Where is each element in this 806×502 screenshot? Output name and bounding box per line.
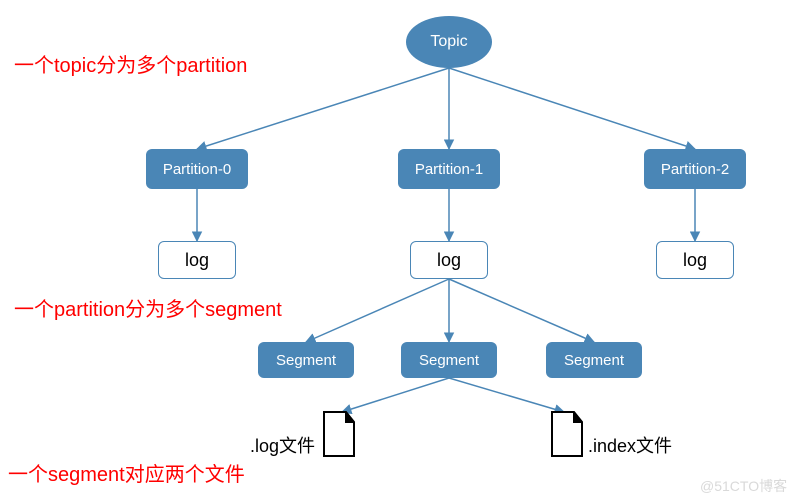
node-segment-2-label: Segment bbox=[564, 352, 624, 369]
node-topic-label: Topic bbox=[430, 33, 467, 51]
file-log-label: .log文件 bbox=[250, 432, 315, 458]
file-index-label: .index文件 bbox=[588, 432, 672, 458]
node-segment-1: Segment bbox=[401, 342, 497, 378]
node-partition-2-label: Partition-2 bbox=[661, 161, 729, 178]
node-segment-1-label: Segment bbox=[419, 352, 479, 369]
node-log-1-label: log bbox=[437, 250, 461, 271]
node-partition-0: Partition-0 bbox=[146, 149, 248, 189]
node-log-2: log bbox=[656, 241, 734, 279]
node-topic: Topic bbox=[406, 16, 492, 68]
annotation-partition-segment: 一个partition分为多个segment bbox=[14, 293, 282, 322]
node-partition-1-label: Partition-1 bbox=[415, 161, 483, 178]
annotation-topic-partition: 一个topic分为多个partition bbox=[14, 49, 247, 78]
file-index-icon bbox=[548, 410, 586, 458]
annotation-segment-files: 一个segment对应两个文件 bbox=[8, 458, 245, 487]
node-log-0-label: log bbox=[185, 250, 209, 271]
node-log-1: log bbox=[410, 241, 488, 279]
node-segment-0: Segment bbox=[258, 342, 354, 378]
node-partition-0-label: Partition-0 bbox=[163, 161, 231, 178]
node-log-2-label: log bbox=[683, 250, 707, 271]
watermark: @51CTO博客 bbox=[700, 476, 787, 496]
node-log-0: log bbox=[158, 241, 236, 279]
file-log-icon bbox=[320, 410, 358, 458]
node-partition-2: Partition-2 bbox=[644, 149, 746, 189]
node-segment-0-label: Segment bbox=[276, 352, 336, 369]
node-segment-2: Segment bbox=[546, 342, 642, 378]
node-partition-1: Partition-1 bbox=[398, 149, 500, 189]
